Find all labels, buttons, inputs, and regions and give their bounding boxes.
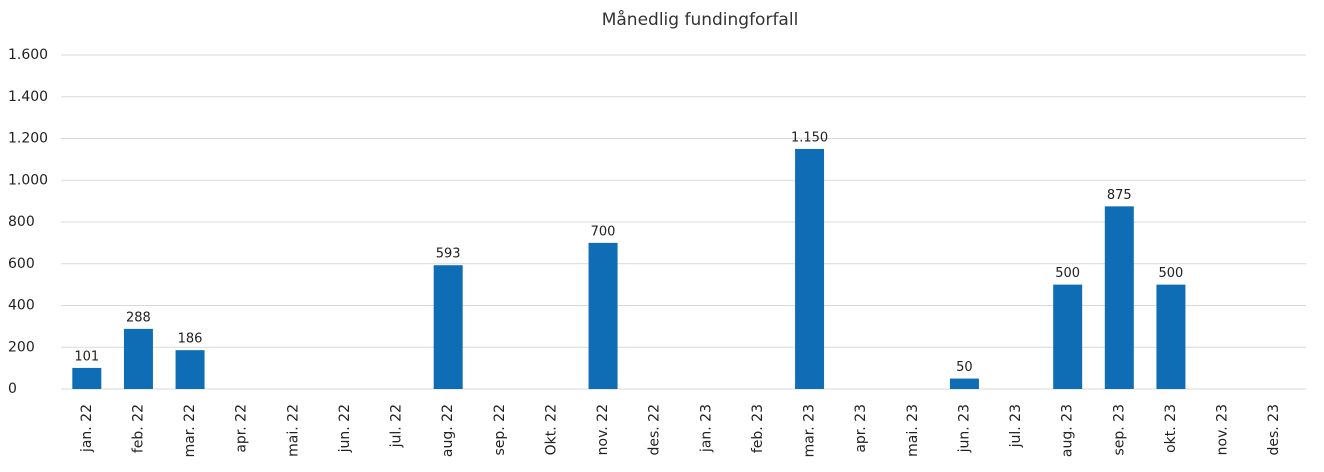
x-tick-label: des. 22 [647, 404, 663, 456]
bar [1053, 284, 1083, 389]
chart-title: Månedlig fundingforfall [602, 9, 799, 30]
data-label: 186 [178, 332, 203, 347]
x-tick-label: aug. 22 [440, 404, 456, 457]
y-tick-label: 400 [8, 298, 35, 314]
x-tick-label: feb. 22 [130, 404, 146, 453]
bar [588, 242, 618, 389]
y-tick-label: 200 [8, 339, 35, 355]
y-tick-label: 1.000 [8, 172, 48, 188]
x-tick-label: jan. 23 [698, 404, 714, 453]
x-tick-label: mai. 23 [905, 404, 921, 457]
x-tick-label: jul. 22 [389, 404, 405, 448]
x-tick-label: Okt. 22 [543, 404, 559, 455]
bar [1104, 206, 1134, 389]
x-tick-label: mai. 22 [285, 404, 301, 457]
x-tick-label: jan. 22 [79, 404, 95, 453]
y-tick-label: 1.600 [8, 47, 48, 63]
bar [123, 328, 153, 389]
bar [175, 350, 205, 389]
x-tick-label: sep. 22 [492, 404, 508, 456]
x-tick-label: des. 23 [1266, 404, 1282, 456]
x-tick-label: apr. 22 [234, 404, 250, 453]
x-tick-label: nov. 22 [595, 404, 611, 455]
data-label: 875 [1107, 188, 1132, 203]
data-label: 1.150 [791, 130, 828, 145]
bar [949, 378, 979, 389]
data-label: 288 [126, 310, 151, 325]
x-tick-label: sep. 23 [1111, 404, 1127, 456]
data-label: 50 [956, 360, 973, 375]
x-tick-label: jul. 23 [1008, 404, 1024, 448]
bar [72, 367, 102, 389]
y-tick-label: 600 [8, 256, 35, 272]
data-label: 500 [1055, 266, 1080, 281]
x-tick-label: apr. 23 [853, 404, 869, 453]
x-tick-label: jun. 22 [337, 404, 353, 453]
y-tick-label: 1.200 [8, 131, 48, 147]
bar [795, 148, 825, 389]
data-label: 101 [74, 349, 99, 364]
x-tick-label: mar. 23 [802, 404, 818, 457]
x-tick-label: jun. 23 [956, 404, 972, 453]
data-label: 700 [591, 224, 616, 239]
bar [1156, 284, 1186, 389]
x-tick-label: aug. 23 [1060, 404, 1076, 457]
x-tick-label: nov. 23 [1215, 404, 1231, 455]
x-tick-label: okt. 23 [1163, 404, 1179, 453]
x-tick-label: mar. 22 [182, 404, 198, 457]
y-tick-label: 800 [8, 214, 35, 230]
y-tick-label: 1.400 [8, 89, 48, 105]
data-label: 500 [1159, 266, 1184, 281]
y-tick-label: 0 [8, 381, 17, 397]
data-label: 593 [436, 247, 461, 262]
bar [433, 265, 463, 389]
x-tick-label: feb. 23 [750, 404, 766, 453]
